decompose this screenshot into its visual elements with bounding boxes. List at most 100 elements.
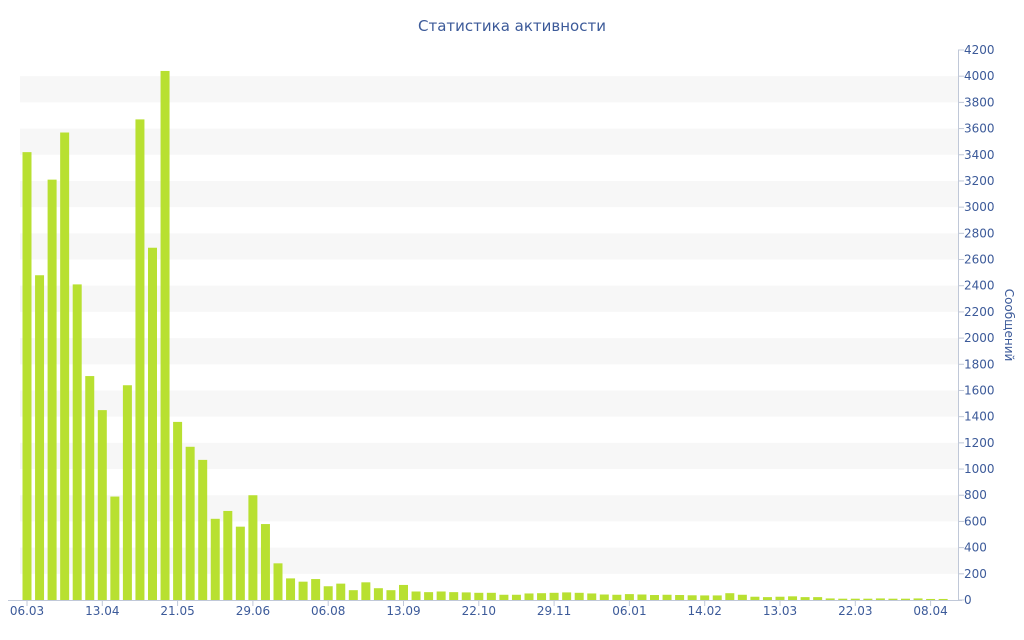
bar[interactable] [762, 597, 772, 600]
bar[interactable] [286, 578, 296, 600]
bar[interactable] [675, 595, 685, 600]
bar[interactable] [750, 596, 760, 600]
bar[interactable] [85, 376, 95, 600]
bar[interactable] [725, 593, 735, 600]
y-tick-label: 4000 [964, 69, 995, 83]
y-tick-label: 800 [964, 488, 987, 502]
grid-band [20, 76, 958, 103]
bar[interactable] [788, 596, 798, 600]
grid-band [20, 180, 958, 208]
y-tick-label: 1800 [964, 357, 995, 371]
x-tick-labels: 06.03 13.04 21.05 29.06 06.08 13.09 22.10 29.11… [10, 600, 948, 618]
bar[interactable] [173, 421, 183, 600]
y-tick-label: 0 [964, 593, 972, 607]
bar[interactable] [348, 590, 358, 600]
bar[interactable] [223, 510, 233, 600]
x-tick-label: 29.06 [236, 604, 270, 618]
bar[interactable] [624, 594, 634, 600]
bar[interactable] [411, 591, 421, 600]
y-tick-label: 3000 [964, 200, 995, 214]
bar[interactable] [875, 598, 885, 600]
bar[interactable] [399, 584, 408, 600]
bar[interactable] [72, 284, 82, 600]
bar[interactable] [110, 496, 120, 600]
bar[interactable] [248, 495, 258, 600]
x-tick-label: 06.08 [311, 604, 345, 618]
bar[interactable] [700, 595, 710, 600]
bar[interactable] [198, 459, 208, 600]
x-tick-label: 13.04 [85, 604, 119, 618]
bar[interactable] [662, 594, 672, 600]
bar[interactable] [373, 588, 383, 600]
x-tick-label: 13.03 [763, 604, 797, 618]
x-tick-label: 08.04 [913, 604, 947, 618]
y-tick-label: 3800 [964, 95, 995, 109]
bar[interactable] [424, 592, 434, 600]
bar[interactable] [148, 247, 157, 601]
y-tick-label: 200 [964, 567, 987, 581]
bar[interactable] [336, 583, 346, 600]
bar[interactable] [361, 582, 371, 600]
bar[interactable] [436, 591, 446, 600]
bar[interactable] [323, 586, 333, 600]
bar[interactable] [22, 152, 32, 600]
bar[interactable] [537, 593, 547, 600]
bar[interactable] [60, 132, 70, 601]
bar[interactable] [273, 563, 283, 600]
bar[interactable] [800, 597, 810, 600]
bar[interactable] [926, 598, 936, 600]
bar[interactable] [813, 597, 823, 600]
bar[interactable] [499, 594, 509, 600]
bar[interactable] [599, 594, 609, 601]
bar[interactable] [712, 595, 722, 600]
bar[interactable] [260, 524, 270, 600]
x-tick-label: 22.03 [838, 604, 872, 618]
bar[interactable] [235, 526, 245, 600]
bar[interactable] [449, 592, 459, 600]
bar[interactable] [737, 594, 747, 600]
bar[interactable] [888, 598, 898, 600]
bar[interactable] [298, 581, 308, 600]
bar[interactable] [511, 594, 521, 600]
bar[interactable] [562, 592, 572, 600]
bar[interactable] [850, 598, 860, 600]
bar[interactable] [913, 598, 923, 600]
bar[interactable] [838, 598, 848, 600]
bar[interactable] [650, 595, 659, 600]
bar[interactable] [637, 594, 647, 601]
y-tick-label: 2200 [964, 305, 995, 319]
grid-band [20, 285, 958, 312]
bar[interactable] [185, 446, 195, 600]
bar[interactable] [135, 119, 145, 601]
bar[interactable] [901, 598, 910, 600]
bar[interactable] [486, 592, 496, 600]
y-tick-label: 4200 [964, 43, 995, 57]
bar[interactable] [574, 592, 584, 600]
bar[interactable] [612, 594, 622, 600]
y-tick-label: 1200 [964, 436, 995, 450]
bar[interactable] [210, 518, 220, 600]
x-tick-label: 29.11 [537, 604, 571, 618]
bar[interactable] [47, 179, 57, 600]
bar[interactable] [587, 593, 597, 600]
y-tick-label: 3400 [964, 148, 995, 162]
bar[interactable] [524, 593, 534, 600]
bar[interactable] [160, 70, 170, 600]
x-tick-label: 13.09 [386, 604, 420, 618]
bar[interactable] [775, 596, 785, 600]
bar[interactable] [938, 598, 948, 600]
x-tick-label: 21.05 [160, 604, 194, 618]
bar[interactable] [461, 592, 471, 600]
bar[interactable] [549, 592, 559, 600]
y-tick-label: 1600 [964, 383, 995, 397]
bar[interactable] [35, 275, 45, 600]
bar[interactable] [122, 385, 132, 600]
bar[interactable] [474, 592, 484, 600]
bar[interactable] [825, 598, 835, 600]
bar[interactable] [863, 598, 873, 600]
bar[interactable] [97, 410, 107, 600]
bar[interactable] [311, 579, 321, 600]
bar[interactable] [687, 595, 697, 600]
bar[interactable] [386, 590, 396, 600]
